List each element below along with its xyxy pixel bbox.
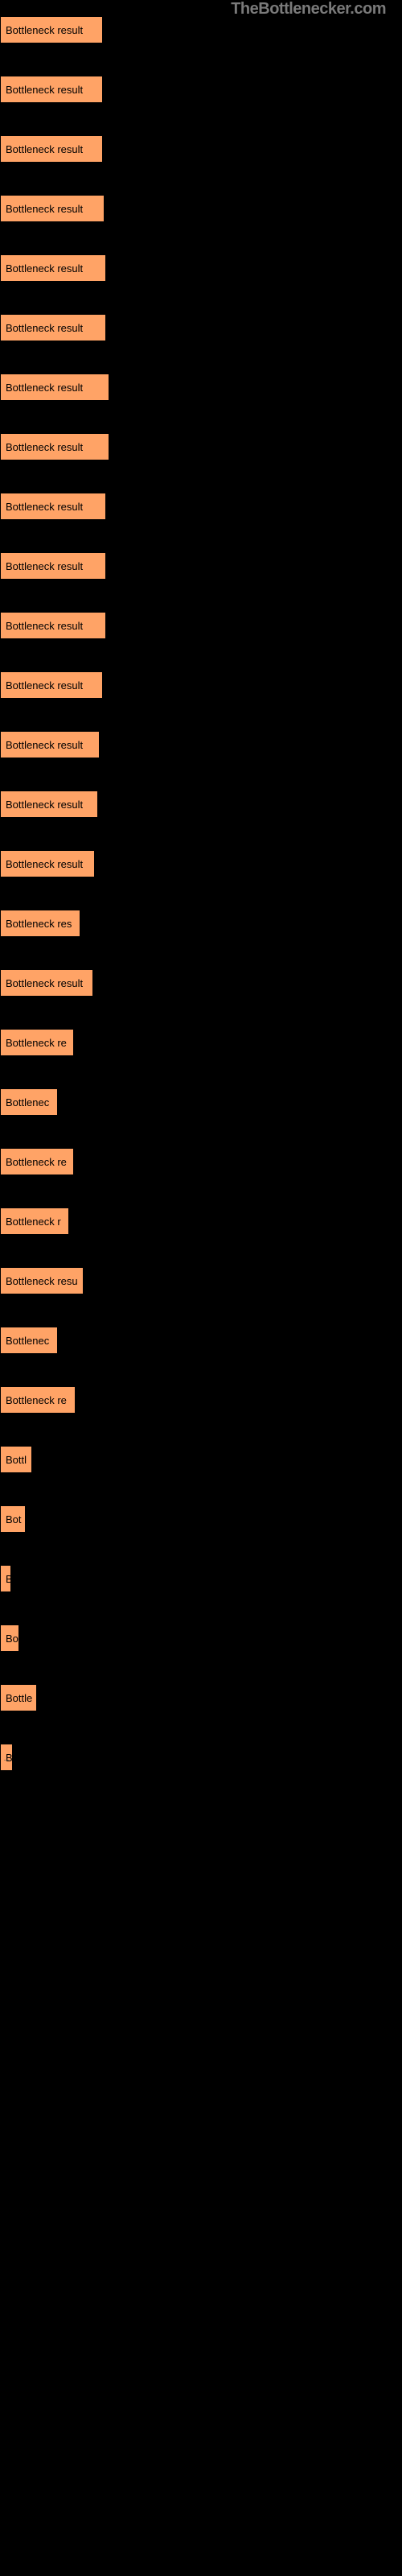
chart-bar: Bottleneck result [0, 791, 98, 818]
chart-bar: Bottleneck result [0, 314, 106, 341]
bar-row: Bottlenec [0, 1088, 402, 1116]
bar-label: Bottleneck result [6, 679, 83, 691]
chart-bar: Bo [0, 1624, 19, 1652]
bar-label: Bottlenec [6, 1335, 49, 1347]
bar-label: Bottleneck result [6, 739, 83, 751]
bar-row: Bottleneck re [0, 1148, 402, 1175]
bar-label: Bottleneck result [6, 441, 83, 453]
bar-label: Bottleneck result [6, 382, 83, 394]
chart-bar: Bottlenec [0, 1088, 58, 1116]
bar-label: Bottlenec [6, 1096, 49, 1108]
bar-row: Bottleneck result [0, 493, 402, 520]
bar-label: B [6, 1573, 11, 1585]
chart-bar: Bottleneck result [0, 850, 95, 877]
bar-row: Bottleneck result [0, 374, 402, 401]
bar-label: Bottleneck result [6, 262, 83, 275]
bar-row: Bottleneck result [0, 314, 402, 341]
bar-label: Bottleneck re [6, 1394, 67, 1406]
bar-row: Bottleneck result [0, 433, 402, 460]
bar-row: Bottl [0, 1446, 402, 1473]
chart-bar: B [0, 1565, 11, 1592]
bar-row: Bottlenec [0, 1327, 402, 1354]
bar-label: Bottleneck re [6, 1156, 67, 1168]
chart-bar: Bottleneck result [0, 374, 109, 401]
chart-bar: Bottleneck result [0, 671, 103, 699]
bar-label: Bottle [6, 1692, 32, 1704]
bar-row: Bottleneck result [0, 731, 402, 758]
chart-bar: Bot [0, 1505, 26, 1533]
bar-label: Bottleneck result [6, 203, 83, 215]
bar-row: Bottleneck result [0, 671, 402, 699]
chart-bar: Bottleneck res [0, 910, 80, 937]
bar-label: Bottleneck result [6, 799, 83, 811]
chart-bar: Bottleneck re [0, 1029, 74, 1056]
bar-row: Bottleneck result [0, 254, 402, 282]
bar-label: Bottleneck result [6, 858, 83, 870]
footer-mark: — [4, 1758, 9, 1763]
bar-row: Bottleneck re [0, 1386, 402, 1414]
bar-row: Bottleneck result [0, 791, 402, 818]
bar-row: Bottleneck res [0, 910, 402, 937]
bar-label: Bottleneck result [6, 322, 83, 334]
bar-label: Bot [6, 1513, 22, 1525]
bar-row: Bottleneck result [0, 195, 402, 222]
bar-row: Bottleneck result [0, 76, 402, 103]
bar-label: Bottleneck result [6, 560, 83, 572]
chart-bar: B [0, 1744, 13, 1771]
chart-bar: Bottleneck re [0, 1386, 76, 1414]
chart-bar: Bottleneck result [0, 254, 106, 282]
chart-bar: Bottleneck result [0, 552, 106, 580]
bar-row: B [0, 1565, 402, 1592]
bar-label: Bottl [6, 1454, 27, 1466]
chart-bar: Bottleneck result [0, 16, 103, 43]
chart-bar: Bottleneck result [0, 612, 106, 639]
bar-label: Bottleneck resu [6, 1275, 78, 1287]
chart-bar: Bottle [0, 1684, 37, 1711]
chart-bar: Bottleneck resu [0, 1267, 84, 1294]
bar-label: Bottleneck result [6, 620, 83, 632]
chart-bar: Bottlenec [0, 1327, 58, 1354]
bar-row: Bottle [0, 1684, 402, 1711]
bar-row: Bottleneck result [0, 552, 402, 580]
chart-bar: Bottleneck result [0, 731, 100, 758]
bar-chart: Bottleneck result Bottleneck result Bottle… [0, 0, 402, 1771]
bar-row: Bot [0, 1505, 402, 1533]
chart-bar: Bottleneck result [0, 76, 103, 103]
bar-label: Bottleneck re [6, 1037, 67, 1049]
chart-bar: Bottleneck r [0, 1208, 69, 1235]
bar-label: Bottleneck result [6, 977, 83, 989]
chart-bar: Bottleneck re [0, 1148, 74, 1175]
bar-label: Bottleneck result [6, 501, 83, 513]
bar-label: Bottleneck r [6, 1216, 61, 1228]
bar-label: Bottleneck res [6, 918, 72, 930]
bar-row: Bottleneck result [0, 16, 402, 43]
bar-row: Bottleneck re [0, 1029, 402, 1056]
bar-label: Bo [6, 1633, 18, 1645]
bar-row: Bottleneck resu [0, 1267, 402, 1294]
bar-row: Bottleneck result [0, 135, 402, 163]
chart-bar: Bottleneck result [0, 195, 105, 222]
bar-label: Bottleneck result [6, 24, 83, 36]
bar-row: Bottleneck result [0, 612, 402, 639]
bar-row: Bottleneck r [0, 1208, 402, 1235]
bar-row: B [0, 1744, 402, 1771]
chart-bar: Bottleneck result [0, 493, 106, 520]
bar-label: Bottleneck result [6, 143, 83, 155]
bar-row: Bo [0, 1624, 402, 1652]
bar-row: Bottleneck result [0, 850, 402, 877]
bar-row: Bottleneck result [0, 969, 402, 997]
bar-label: Bottleneck result [6, 84, 83, 96]
chart-bar: Bottl [0, 1446, 32, 1473]
chart-bar: Bottleneck result [0, 969, 93, 997]
chart-bar: Bottleneck result [0, 433, 109, 460]
chart-bar: Bottleneck result [0, 135, 103, 163]
